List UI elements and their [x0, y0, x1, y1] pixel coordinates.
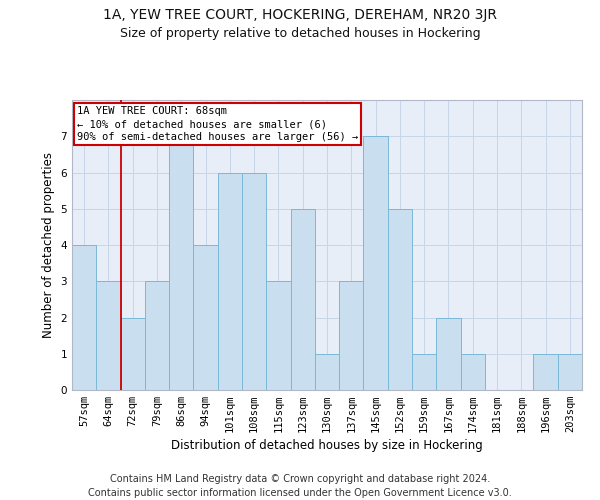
Text: Size of property relative to detached houses in Hockering: Size of property relative to detached ho… — [119, 28, 481, 40]
Bar — [193, 245, 218, 390]
X-axis label: Distribution of detached houses by size in Hockering: Distribution of detached houses by size … — [171, 440, 483, 452]
Bar — [218, 172, 242, 390]
Bar — [266, 281, 290, 390]
Bar — [145, 281, 169, 390]
Text: Contains HM Land Registry data © Crown copyright and database right 2024.
Contai: Contains HM Land Registry data © Crown c… — [88, 474, 512, 498]
Bar — [461, 354, 485, 390]
Bar — [290, 209, 315, 390]
Bar — [558, 354, 582, 390]
Bar — [412, 354, 436, 390]
Bar — [169, 136, 193, 390]
Bar — [96, 281, 121, 390]
Bar — [388, 209, 412, 390]
Text: 1A, YEW TREE COURT, HOCKERING, DEREHAM, NR20 3JR: 1A, YEW TREE COURT, HOCKERING, DEREHAM, … — [103, 8, 497, 22]
Bar — [121, 318, 145, 390]
Bar — [533, 354, 558, 390]
Bar — [364, 136, 388, 390]
Bar — [72, 245, 96, 390]
Bar — [339, 281, 364, 390]
Bar — [242, 172, 266, 390]
Bar — [436, 318, 461, 390]
Y-axis label: Number of detached properties: Number of detached properties — [42, 152, 55, 338]
Text: 1A YEW TREE COURT: 68sqm
← 10% of detached houses are smaller (6)
90% of semi-de: 1A YEW TREE COURT: 68sqm ← 10% of detach… — [77, 106, 358, 142]
Bar — [315, 354, 339, 390]
